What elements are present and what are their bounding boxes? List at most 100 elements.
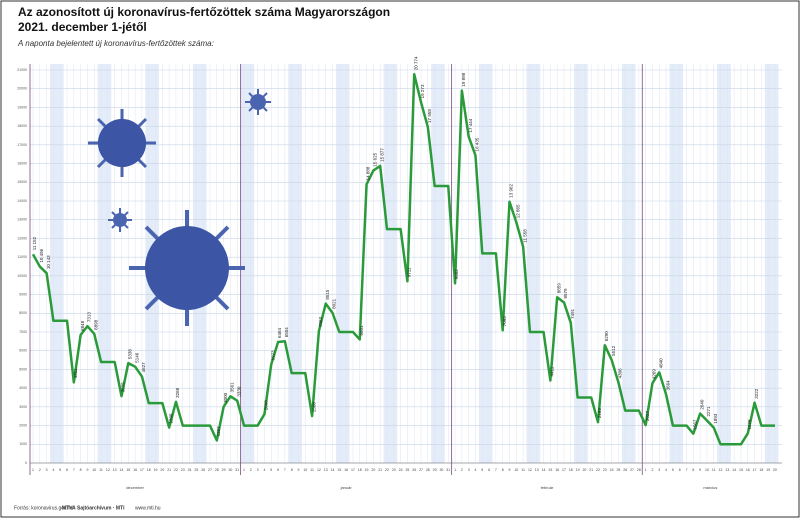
- value-label: 6848: [80, 320, 85, 331]
- x-tick-label: 13: [535, 468, 539, 472]
- x-tick-label: 5: [672, 468, 674, 472]
- x-tick-label: 22: [174, 468, 178, 472]
- value-label: 8579: [563, 288, 568, 299]
- value-label: 3330: [236, 386, 241, 397]
- value-label: 6898: [93, 319, 98, 330]
- x-tick-label: 25: [194, 468, 198, 472]
- x-tick-label: 30: [439, 468, 443, 472]
- y-tick-label: 18000: [17, 124, 27, 128]
- value-label: 4627: [141, 362, 146, 373]
- value-label: 3000: [223, 392, 228, 403]
- x-tick-label: 9: [298, 468, 300, 472]
- value-label: 3664: [665, 380, 670, 391]
- y-tick-label: 16000: [17, 161, 27, 165]
- value-label: 7491: [570, 308, 575, 319]
- weekend-band: [383, 64, 398, 463]
- y-tick-label: 11000: [18, 255, 28, 259]
- x-tick-label: 14: [732, 468, 736, 472]
- x-tick-label: 18: [759, 468, 763, 472]
- x-tick-label: 12: [317, 468, 321, 472]
- x-tick-label: 30: [228, 468, 232, 472]
- value-label: 1896: [168, 413, 173, 424]
- x-tick-label: 3: [468, 468, 470, 472]
- value-label: 5273: [270, 350, 275, 361]
- y-tick-label: 7000: [19, 330, 27, 334]
- x-tick-label: 15: [126, 468, 130, 472]
- plot: 1 2 3 4 5 6 7 8 9 10 11 12 13 14 15 16 17 18 19 20 21 22 23 24 2…: [31, 56, 777, 490]
- value-label: 11 558: [522, 229, 527, 243]
- value-label: 6601: [359, 325, 364, 336]
- value-label: 8859: [556, 283, 561, 294]
- y-tick-label: 2000: [19, 423, 27, 427]
- weekend-band: [50, 64, 64, 463]
- x-tick-label: 26: [412, 468, 416, 472]
- weekend-band: [764, 64, 779, 463]
- x-tick-label: 25: [405, 468, 409, 472]
- weekend-band: [717, 64, 731, 463]
- weekend-band: [669, 64, 684, 463]
- x-tick-label: 5: [59, 468, 61, 472]
- x-tick-label: 7: [284, 468, 286, 472]
- value-label: 5146: [134, 352, 139, 363]
- x-tick-label: 18: [358, 468, 362, 472]
- x-tick-label: 17: [140, 468, 144, 472]
- value-label: 12 865: [516, 204, 521, 218]
- value-label: 4306: [618, 368, 623, 379]
- y-tick-label: 9000: [19, 292, 27, 296]
- value-label: 3268: [175, 387, 180, 398]
- x-tick-label: 3: [46, 468, 48, 472]
- y-tick-label: 4000: [19, 386, 27, 390]
- y-tick-label: 10000: [17, 274, 27, 278]
- x-tick-label: 13: [725, 468, 729, 472]
- x-tick-label: 20: [371, 468, 375, 472]
- x-tick-label: 16: [555, 468, 559, 472]
- x-tick-label: 12: [528, 468, 532, 472]
- virus-decoration: [88, 89, 271, 326]
- value-label: 5338: [127, 349, 132, 360]
- x-tick-label: 5: [481, 468, 483, 472]
- value-label: 2640: [699, 399, 704, 410]
- value-label: 19 273: [420, 84, 425, 98]
- weekend-band: [240, 64, 255, 463]
- x-tick-label: 18: [569, 468, 573, 472]
- x-tick-label: 28: [637, 468, 641, 472]
- x-tick-label: 21: [167, 468, 171, 472]
- y-tick-label: 13000: [17, 218, 27, 222]
- weekend-band: [288, 64, 302, 463]
- x-tick-label: 13: [113, 468, 117, 472]
- footer-archive: MTVA Sajtóarchívum · MTI: [62, 505, 125, 511]
- value-label: 1567: [692, 419, 697, 430]
- value-label: 13 962: [509, 183, 514, 197]
- x-tick-label: 11: [712, 468, 716, 472]
- x-tick-label: 8: [80, 468, 82, 472]
- value-label: 8021: [332, 298, 337, 309]
- x-tick-label: 1: [645, 468, 647, 472]
- x-tick-label: 16: [746, 468, 750, 472]
- x-tick-label: 20: [582, 468, 586, 472]
- weekend-band: [478, 64, 493, 463]
- value-label: 3575: [121, 382, 126, 393]
- y-tick-label: 20000: [17, 87, 27, 91]
- value-label: 2608: [264, 400, 269, 411]
- data-line: [31, 72, 775, 446]
- value-label: 3222: [754, 388, 759, 399]
- footer-web: www.mti.hu: [135, 505, 161, 511]
- chart-title-line2: 2021. december 1-jétől: [18, 20, 147, 34]
- value-label: 17 958: [427, 109, 432, 123]
- x-tick-label: 4: [263, 468, 265, 472]
- y-tick-label: 3000: [19, 405, 27, 409]
- x-tick-label: 7: [495, 468, 497, 472]
- x-tick-label: 17: [562, 468, 566, 472]
- x-tick-label: 8: [291, 468, 293, 472]
- x-tick-label: 10: [705, 468, 709, 472]
- value-label: 7053: [318, 317, 323, 328]
- x-tick-label: 31: [235, 468, 239, 472]
- x-tick-label: 22: [385, 468, 389, 472]
- x-tick-label: 4: [665, 468, 667, 472]
- value-label: 6290: [604, 331, 609, 342]
- value-label: 4411: [550, 366, 555, 376]
- x-tick-label: 8: [692, 468, 694, 472]
- x-tick-label: 1: [454, 468, 456, 472]
- value-label: 10 143: [46, 255, 51, 269]
- month-label: december: [126, 485, 144, 490]
